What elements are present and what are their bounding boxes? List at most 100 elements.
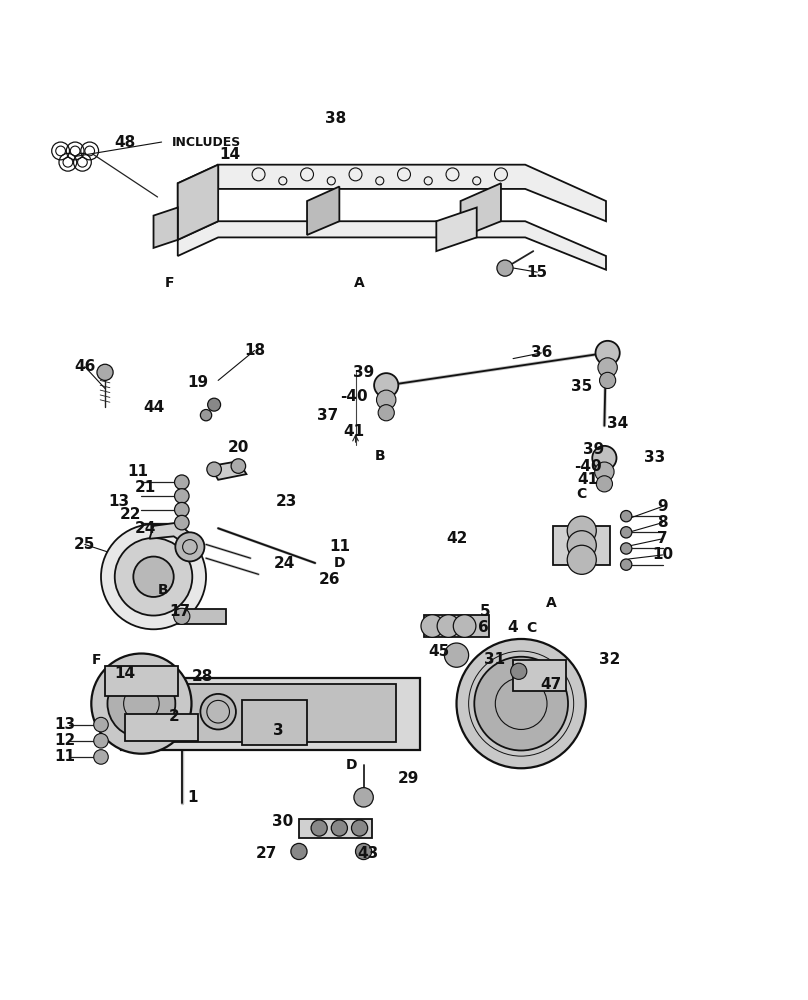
Text: 42: 42 [446,531,467,546]
Circle shape [94,717,108,732]
Circle shape [331,820,347,836]
Circle shape [94,734,108,748]
Circle shape [596,476,612,492]
Circle shape [621,527,632,538]
Circle shape [595,341,620,365]
Text: 21: 21 [135,480,156,495]
Circle shape [567,545,596,574]
Circle shape [378,405,394,421]
Text: 2: 2 [168,709,179,724]
Text: 32: 32 [600,652,621,667]
Text: 19: 19 [187,375,208,390]
Bar [553,526,610,565]
Text: 20: 20 [228,440,249,455]
Text: 10: 10 [652,547,673,562]
Text: 39: 39 [583,442,604,457]
Circle shape [377,390,396,410]
Circle shape [291,843,307,860]
Circle shape [567,531,596,560]
Circle shape [94,750,108,764]
Text: C: C [527,621,537,635]
Text: 5: 5 [479,604,490,619]
Polygon shape [121,678,420,750]
Text: 11: 11 [329,539,350,554]
Text: 37: 37 [317,408,338,423]
Text: F: F [165,276,175,290]
Text: 24: 24 [274,556,295,571]
Circle shape [444,643,469,667]
Bar [178,609,226,624]
Circle shape [453,615,476,637]
Circle shape [97,364,113,380]
Text: 23: 23 [276,494,297,509]
Text: 36: 36 [531,345,552,360]
Polygon shape [105,666,178,696]
Circle shape [595,462,614,481]
Circle shape [457,639,586,768]
Polygon shape [461,183,501,237]
Polygon shape [299,819,372,838]
Text: 18: 18 [244,343,265,358]
Circle shape [354,788,373,807]
Polygon shape [178,221,606,270]
Circle shape [200,694,236,729]
Text: 13: 13 [54,717,75,732]
Text: 35: 35 [571,379,592,394]
Text: 47: 47 [541,677,562,692]
Text: -40: -40 [340,389,368,404]
Text: 30: 30 [272,814,293,829]
Text: 8: 8 [657,515,668,530]
Text: B: B [374,449,385,463]
Text: 4: 4 [507,620,519,635]
Polygon shape [149,523,202,553]
Circle shape [133,557,174,597]
Text: 11: 11 [54,749,75,764]
Text: D: D [346,758,357,772]
Text: 14: 14 [220,147,241,162]
Circle shape [356,843,372,860]
Circle shape [351,820,368,836]
Circle shape [101,524,206,629]
Text: INCLUDES: INCLUDES [171,136,241,149]
Text: 39: 39 [353,365,374,380]
Circle shape [374,373,398,397]
Text: 12: 12 [54,733,75,748]
Circle shape [511,663,527,679]
Text: 6: 6 [478,620,489,635]
Text: A: A [545,596,557,610]
Polygon shape [125,714,198,741]
Polygon shape [178,165,218,208]
Text: 3: 3 [273,723,284,738]
Text: 48: 48 [115,135,136,150]
Polygon shape [307,186,339,235]
Text: F: F [92,653,102,667]
Text: 14: 14 [115,666,136,681]
Circle shape [231,459,246,473]
Circle shape [311,820,327,836]
Text: 7: 7 [657,531,668,546]
Text: 33: 33 [644,450,665,465]
Text: 29: 29 [398,771,419,786]
Text: 24: 24 [135,521,156,536]
Text: D: D [334,556,345,570]
Circle shape [207,462,221,477]
Text: 34: 34 [608,416,629,431]
Circle shape [175,515,189,530]
Circle shape [175,475,189,489]
Circle shape [208,398,221,411]
Text: 27: 27 [256,846,277,861]
Circle shape [437,615,460,637]
Text: 26: 26 [319,572,340,587]
Text: B: B [158,583,169,597]
Text: 45: 45 [428,644,449,659]
Polygon shape [154,208,178,248]
Polygon shape [218,165,606,221]
Circle shape [474,657,568,750]
Text: -40: -40 [574,459,602,474]
Circle shape [107,670,175,738]
Bar [242,700,307,745]
Circle shape [621,543,632,554]
Text: 38: 38 [325,111,346,126]
Text: 41: 41 [578,472,599,487]
Bar [513,660,566,691]
